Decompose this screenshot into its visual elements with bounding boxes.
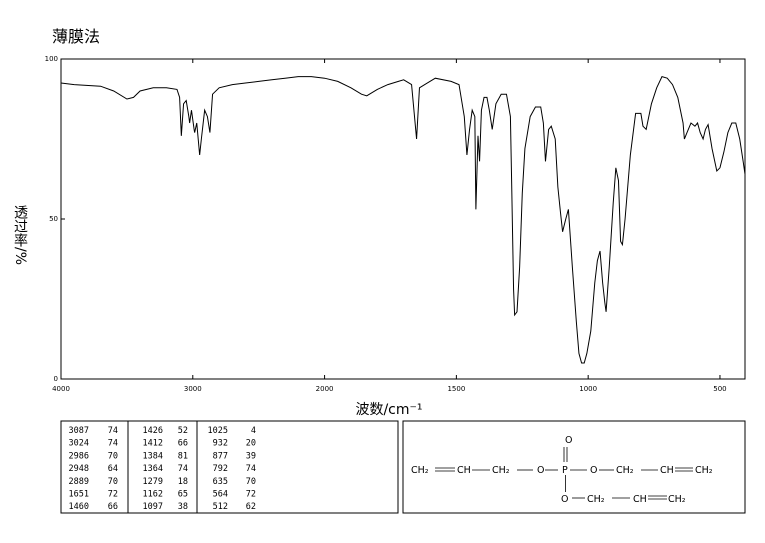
chart-title: 薄膜法 [52,27,100,46]
y-tick-label: 0 [54,375,58,383]
peak-transmittance: 20 [246,439,256,449]
plot-frame [60,58,746,380]
peak-transmittance: 72 [108,490,118,500]
peak-wavenumber: 792 [213,464,228,474]
peak-wavenumber: 1279 [143,477,163,487]
peak-wavenumber: 1384 [143,451,163,461]
peak-transmittance: 18 [178,477,188,487]
peak-transmittance: 70 [246,477,256,487]
x-tick-label: 2000 [316,385,334,393]
peak-wavenumber: 1364 [143,464,163,474]
y-tick-label: 100 [45,55,58,63]
x-tick-label: 4000 [52,385,70,393]
spectrum-line [60,75,746,364]
peak-wavenumber: 1097 [143,502,163,512]
peak-wavenumber: 877 [213,451,228,461]
peak-transmittance: 64 [108,464,118,474]
peak-wavenumber: 2986 [69,451,89,461]
peak-wavenumber: 1460 [69,502,89,512]
peak-wavenumber: 1162 [143,490,163,500]
atom-label: CH [457,465,471,476]
structure-bonds [435,447,693,500]
peak-transmittance: 72 [246,490,256,500]
atom-label: O [565,435,572,446]
peak-wavenumber: 635 [213,477,228,487]
atom-label: O [561,494,568,505]
peak-wavenumber: 2948 [69,464,89,474]
atom-label: CH₂ [492,465,510,476]
y-axis-label: 透过率/% [12,205,28,265]
x-axis-label: 波数/cm⁻¹ [355,402,422,418]
atom-label: CH₂ [695,465,713,476]
atom-label: P [562,465,568,476]
peak-wavenumber: 564 [213,490,228,500]
x-tick-label: 1500 [447,385,465,393]
peak-table-frame [60,420,399,514]
structure-frame [402,420,746,514]
atom-label: CH₂ [668,494,686,505]
peak-transmittance: 62 [246,502,256,512]
atom-label: CH₂ [616,465,634,476]
peak-transmittance: 74 [246,464,256,474]
peak-transmittance: 38 [178,502,188,512]
peak-transmittance: 52 [178,426,188,436]
peak-transmittance: 66 [178,439,188,449]
x-tick-label: 3000 [184,385,202,393]
peak-wavenumber: 512 [213,502,228,512]
peak-transmittance: 74 [108,426,118,436]
atom-label: CH₂ [411,465,429,476]
atom-label: CH₂ [587,494,605,505]
peak-wavenumber: 3024 [69,439,89,449]
peak-transmittance: 70 [108,477,118,487]
peak-wavenumber: 2889 [69,477,89,487]
peak-transmittance: 74 [178,464,188,474]
x-tick-label: 1000 [579,385,597,393]
peak-transmittance: 4 [251,426,256,436]
peak-wavenumber: 932 [213,439,228,449]
peak-transmittance: 66 [108,502,118,512]
peak-transmittance: 70 [108,451,118,461]
peak-transmittance: 65 [178,490,188,500]
peak-wavenumber: 1651 [69,490,89,500]
peak-wavenumber: 1426 [143,426,163,436]
atom-label: CH [633,494,647,505]
atom-label: O [590,465,597,476]
peak-transmittance: 74 [108,439,118,449]
peak-wavenumber: 3087 [69,426,89,436]
peak-wavenumber: 1412 [143,439,163,449]
x-tick-label: 500 [713,385,726,393]
atom-label: CH [660,465,674,476]
peak-transmittance: 81 [178,451,188,461]
atom-label: O [537,465,544,476]
peak-transmittance: 39 [246,451,256,461]
y-tick-label: 50 [49,215,58,223]
peak-wavenumber: 1025 [208,426,228,436]
